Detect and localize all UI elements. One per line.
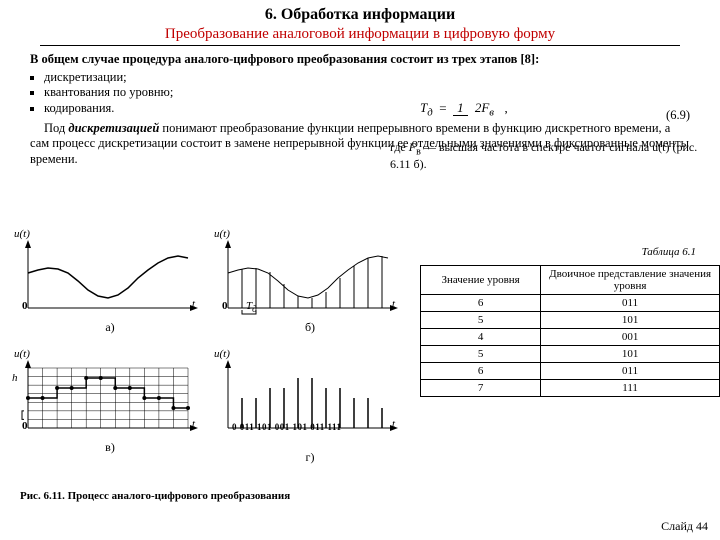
formula-note: где Fв — высшая частота в спектре частот…: [390, 140, 720, 172]
table-cell: 011: [541, 295, 720, 312]
ylabel-b: u(t): [214, 228, 230, 240]
xlabel-g: t: [392, 418, 395, 430]
table-cell: 101: [541, 346, 720, 363]
bullet-item: кодирования.: [44, 101, 690, 117]
table-cell: 4: [421, 329, 541, 346]
chart-g: u(t) t 0 011 101 001 101 011 111 г): [220, 360, 400, 465]
table-cell: 7: [421, 380, 541, 397]
table-row: 5101: [421, 312, 720, 329]
chart-a-label: а): [20, 320, 200, 335]
table-cell: 011: [541, 363, 720, 380]
subtitle: Преобразование аналоговой информации в ц…: [40, 26, 680, 46]
table-cell: 5: [421, 312, 541, 329]
bullet-item: квантования по уровню;: [44, 85, 690, 101]
table-row: 5101: [421, 346, 720, 363]
formula: Tд = 1 2Fв ,: [420, 100, 508, 119]
table-header: Значение уровня: [421, 266, 541, 295]
table-cell: 5: [421, 346, 541, 363]
table-cell: 101: [541, 312, 720, 329]
ylabel-a: u(t): [14, 228, 30, 240]
codes-g: 0 011 101 001 101 011 111: [232, 422, 342, 432]
chart-b-label: б): [220, 320, 400, 335]
chart-a: u(t) t 0 а): [20, 240, 200, 335]
origin-v: 0: [22, 420, 28, 432]
chart-v-label: в): [20, 440, 200, 455]
page-title: 6. Обработка информации: [0, 0, 720, 26]
table-cell: 111: [541, 380, 720, 397]
bullet-item: дискретизации;: [44, 70, 690, 86]
data-table: Значение уровняДвоичное представление зн…: [420, 265, 720, 397]
table-row: 4001: [421, 329, 720, 346]
intro-block: В общем случае процедура аналого-цифрово…: [0, 52, 720, 117]
td-label: Tд: [246, 300, 257, 314]
table-cell: 6: [421, 363, 541, 380]
bullet-list: дискретизации;квантования по уровню;коди…: [44, 70, 690, 117]
h-label: h: [12, 372, 18, 384]
xlabel-v: t: [192, 418, 195, 430]
slide-number: Слайд 44: [661, 519, 708, 534]
origin-a: 0: [22, 300, 28, 312]
chart-b: u(t) t 0 Tд б): [220, 240, 400, 335]
equation-number: (6.9): [666, 108, 690, 123]
table-header: Двоичное представление значения уровня: [541, 266, 720, 295]
xlabel-a: t: [192, 298, 195, 310]
intro-text: В общем случае процедура аналого-цифрово…: [30, 52, 690, 68]
table-cell: 6: [421, 295, 541, 312]
table-row: 6011: [421, 363, 720, 380]
ylabel-v: u(t): [14, 348, 30, 360]
table-row: 6011: [421, 295, 720, 312]
origin-b: 0: [222, 300, 228, 312]
ylabel-g: u(t): [214, 348, 230, 360]
chart-v: u(t) h t 0 в): [20, 360, 200, 455]
figure-caption: Рис. 6.11. Процесс аналого-цифрового пре…: [20, 490, 290, 502]
xlabel-b: t: [392, 298, 395, 310]
chart-g-label: г): [220, 450, 400, 465]
table-row: 7111: [421, 380, 720, 397]
table-cell: 001: [541, 329, 720, 346]
